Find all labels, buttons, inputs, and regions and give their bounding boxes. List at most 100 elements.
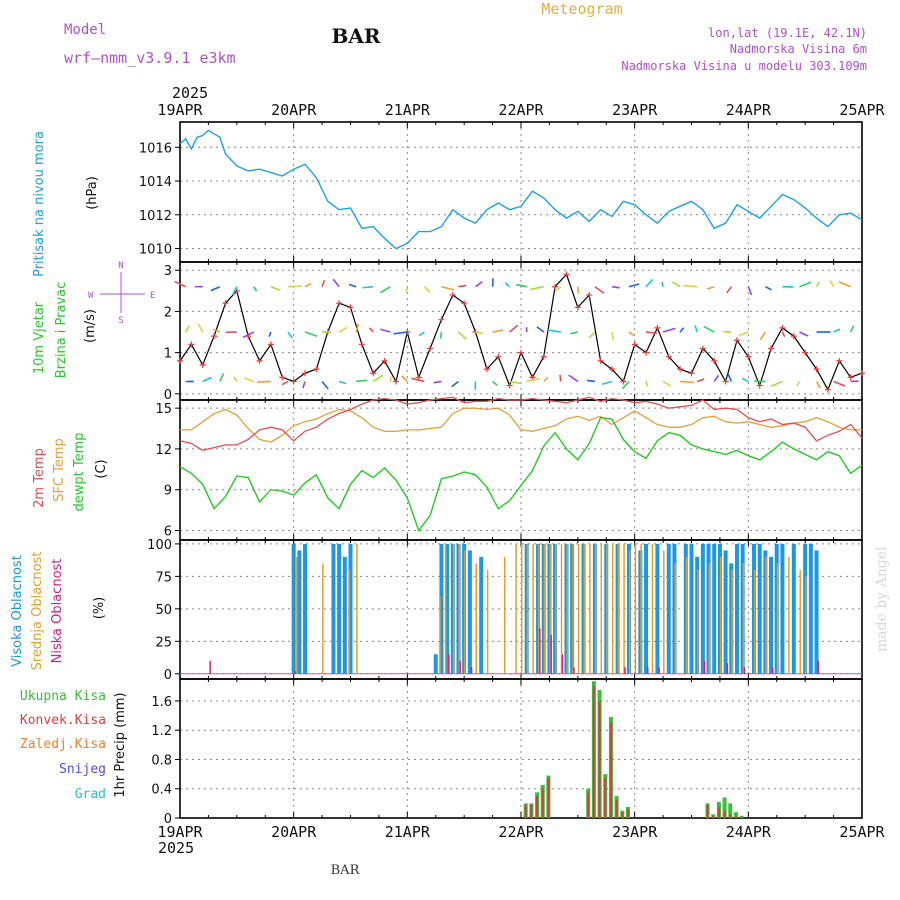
wind-arrow <box>706 285 715 290</box>
cloud-high-bar <box>791 543 796 674</box>
legend-conv-rain: Konvek.Kisa <box>20 713 106 728</box>
cloud-mid-bar <box>322 563 324 674</box>
wind-arrow <box>611 331 615 341</box>
cloud-mid-bar <box>606 543 608 674</box>
wind-arrow <box>741 377 749 383</box>
wind-arrow <box>568 374 579 383</box>
time-label-top: 22APR <box>498 101 544 119</box>
wind-arrow <box>662 327 676 333</box>
precip-conv-bar <box>530 804 533 818</box>
wind-arrow <box>645 331 657 334</box>
precip-total-bar <box>733 812 738 818</box>
wind-arrow <box>210 285 221 292</box>
cloud-high-bar <box>467 550 472 674</box>
cloud-low-bar <box>772 667 774 674</box>
wind-arrow <box>694 325 698 333</box>
cloud-low-bar <box>658 667 660 674</box>
cloud-mid-bar <box>356 543 358 674</box>
y-tick-label: 12 <box>155 443 172 458</box>
wind-speed-marker <box>518 349 524 356</box>
cloud-mid-bar <box>594 543 597 674</box>
wind-arrow <box>559 374 562 382</box>
cloud-mid-bar <box>566 543 568 674</box>
wind-speed-marker <box>438 316 445 323</box>
wind-speed-line <box>179 273 863 392</box>
wind-arrow <box>338 380 347 385</box>
wind-arrow <box>242 331 255 339</box>
cloud-mid-bar <box>538 543 540 674</box>
cloud-low-bar <box>561 654 564 674</box>
wind-arrow <box>197 323 204 333</box>
legend-freezing-rain: Zaledj.Kisa <box>20 737 106 752</box>
wind-arrow <box>536 326 545 333</box>
wind-speed-marker <box>495 353 502 360</box>
wind-speed-marker <box>529 374 536 381</box>
compass-west: W <box>88 291 94 301</box>
cloud-high-bar <box>348 543 353 674</box>
wind-arrow <box>492 380 498 386</box>
wind-arrow <box>202 376 212 383</box>
wind-arrow <box>770 380 783 388</box>
wind-speed-marker <box>461 300 468 307</box>
precip-conv-bar <box>706 804 709 818</box>
y-tick-label: 1 <box>164 347 172 362</box>
wind-arrow <box>348 283 357 288</box>
cloud-high-bar <box>655 543 660 674</box>
y-tick-label: 0 <box>164 388 172 403</box>
wind-arrow <box>287 285 302 288</box>
wind-speed-marker <box>620 378 627 385</box>
precip-conv-bar <box>615 799 618 818</box>
wind-arrow <box>759 331 767 341</box>
cloud-high-bar <box>700 543 705 674</box>
precip-conv-bar <box>740 817 743 818</box>
cloud-high-bar <box>712 543 717 674</box>
wind-arrow <box>833 380 846 387</box>
y-tick-label: 1012 <box>139 209 172 224</box>
wind-speed-marker <box>347 304 354 311</box>
wind-arrow <box>815 381 821 389</box>
page-title: Meteogram <box>541 0 622 18</box>
cloud-mid-bar <box>560 543 563 674</box>
wind-arrow <box>526 377 541 383</box>
cloud-low-bar <box>703 660 706 674</box>
wind-arrow <box>380 328 391 333</box>
wind-speed-marker <box>790 333 797 340</box>
wind-arrow <box>380 286 391 294</box>
cloud-high-bar <box>769 556 774 674</box>
wind-arrow <box>302 381 306 389</box>
wind-arrow <box>796 381 801 387</box>
cloud-high-bar <box>331 543 336 674</box>
wind-speed-marker <box>358 341 365 348</box>
wind-arrow <box>270 285 281 292</box>
cloud-ylabel: (%) <box>92 597 107 620</box>
wind-arrow <box>411 377 425 383</box>
footer-station: BAR <box>331 863 361 878</box>
cloud-mid-bar <box>549 543 551 674</box>
y-tick-label: 0.8 <box>151 753 172 768</box>
wind-arrow <box>727 373 733 382</box>
time-label-top: 25APR <box>839 101 885 119</box>
cloud-mid-bar <box>611 543 614 674</box>
wind-arrow <box>611 285 620 289</box>
wind-speed-marker <box>779 324 786 331</box>
wind-speed-marker <box>597 357 604 364</box>
cloud-high-bar <box>479 556 484 674</box>
wind-arrow <box>696 378 705 383</box>
wind-arrow <box>233 376 238 382</box>
wind-speed-marker <box>552 283 559 290</box>
y-tick-label: 1014 <box>139 175 172 190</box>
wind-speed-marker <box>859 370 865 377</box>
cloud-mid-bar <box>521 543 523 674</box>
cloud-low-title: Niska Oblacnost <box>50 559 65 664</box>
year-bottom: 2025 <box>158 839 194 857</box>
wind-arrow <box>738 331 749 337</box>
time-label-bottom: 19APR <box>157 823 203 841</box>
compass-north: N <box>118 261 123 271</box>
cloud-low-bar <box>624 667 626 674</box>
cloud-low-bar <box>726 663 729 674</box>
panels: 10101012101410160123691215025507510000.4… <box>139 121 865 827</box>
wind-arrow <box>799 331 809 337</box>
precip-conv-bar <box>723 810 726 818</box>
wind-speed-marker <box>211 333 218 340</box>
cloud-high-bar <box>297 550 302 674</box>
